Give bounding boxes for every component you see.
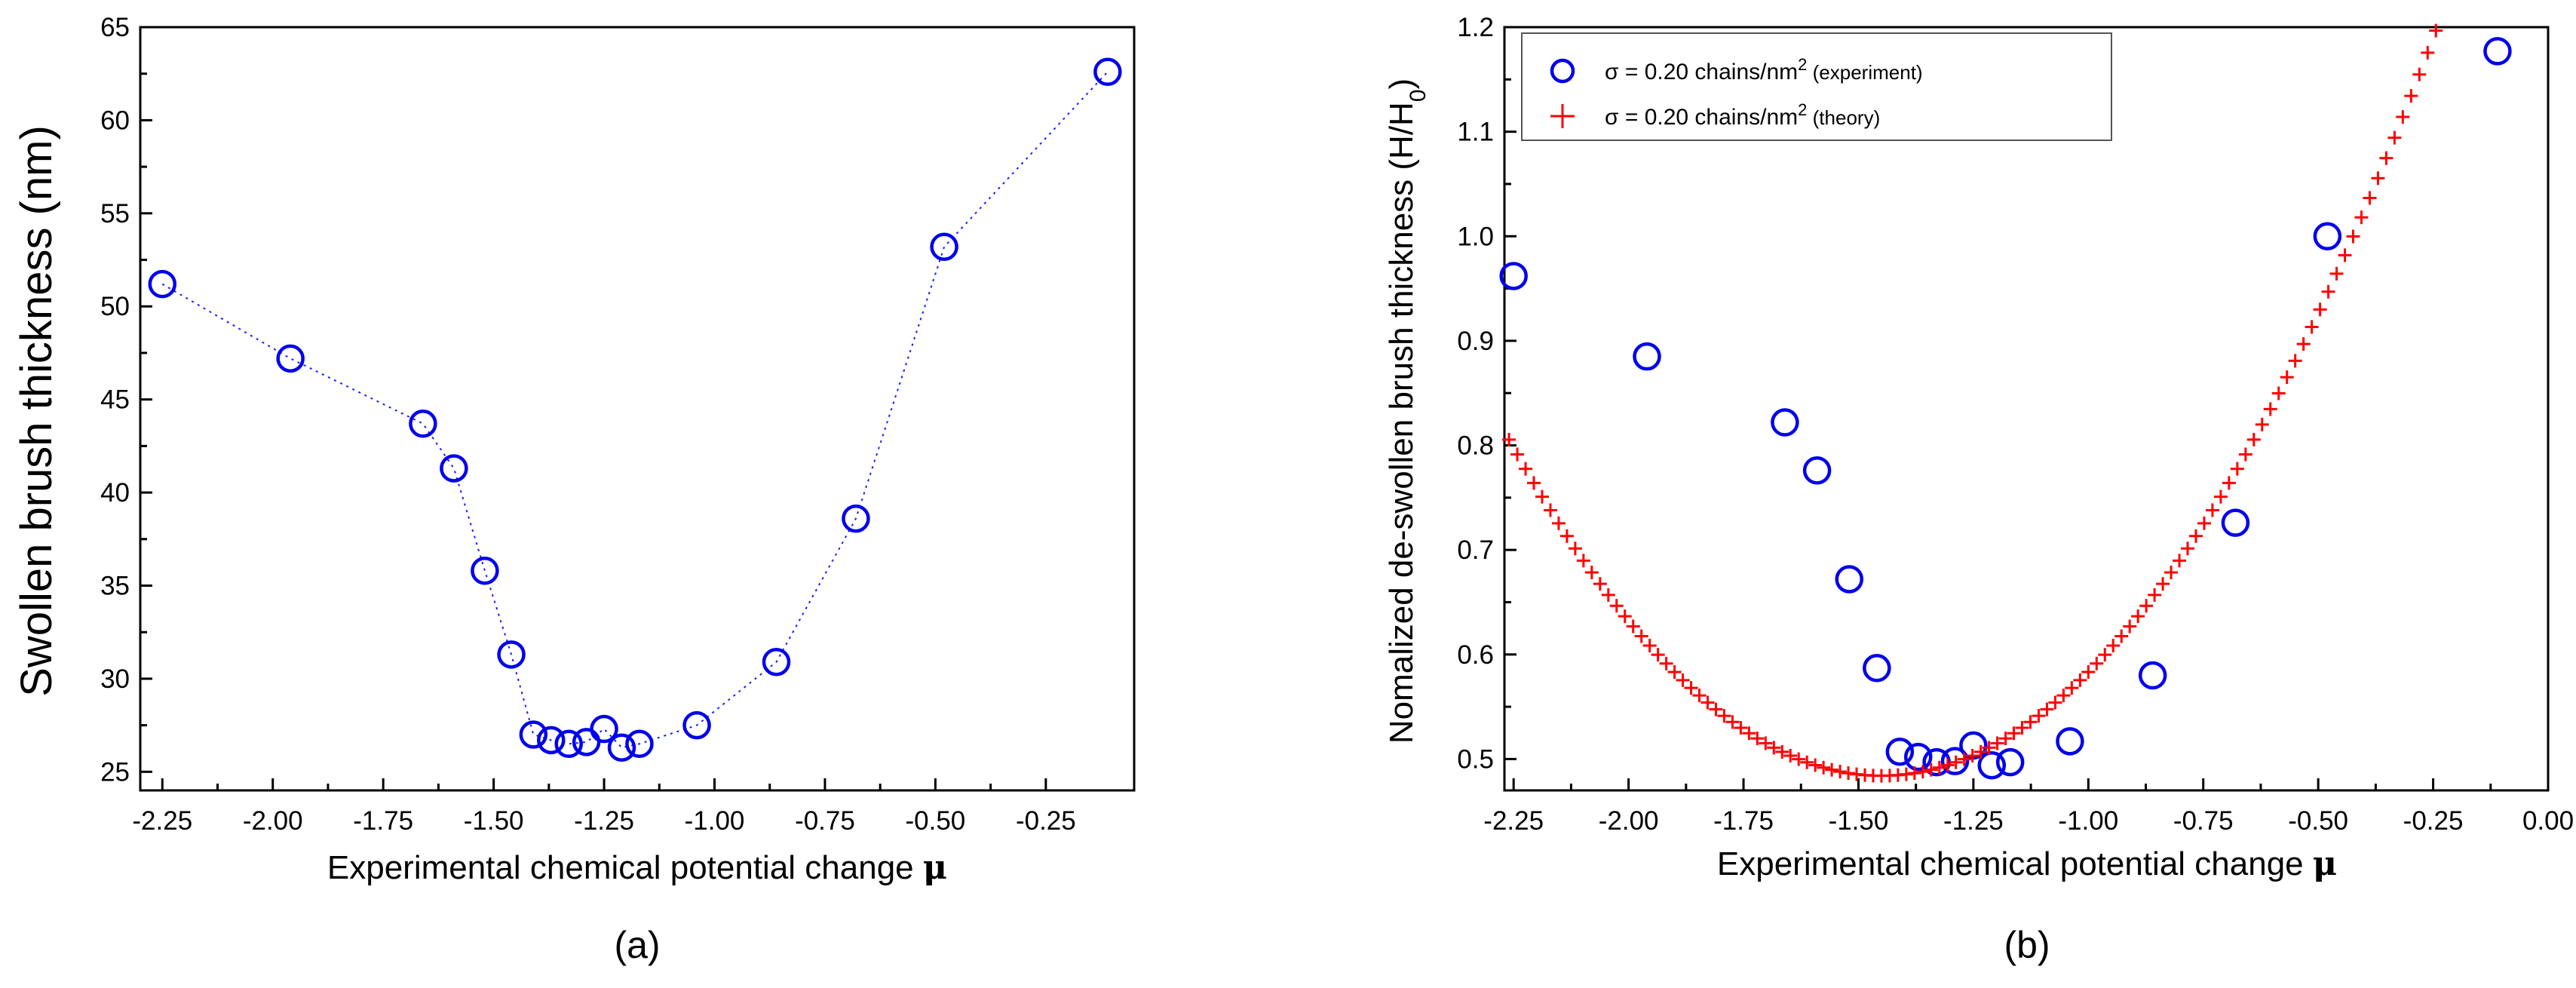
x-tick-label: -1.00 <box>2058 806 2118 836</box>
experiment-point <box>2313 222 2342 251</box>
x-tick-label: -1.25 <box>1943 806 2004 836</box>
y-tick-label: 65 <box>100 13 130 42</box>
legend-box <box>1521 32 2112 141</box>
experiment-point <box>762 647 791 677</box>
panel-a-plot-frame <box>139 26 1136 792</box>
experiment-point <box>1863 654 1891 683</box>
experiment-point <box>1499 262 1528 290</box>
x-tick-label: -2.25 <box>132 806 192 836</box>
y-tick-label: 60 <box>100 106 130 135</box>
x-tick-label: -0.75 <box>795 806 855 836</box>
x-tick-label: -0.25 <box>1016 806 1076 836</box>
experiment-point <box>409 409 437 438</box>
experiment-point <box>1771 408 1799 437</box>
y-tick-label: 30 <box>100 664 130 694</box>
panel-a-x-axis-title: Experimental chemical potential change μ <box>327 848 947 887</box>
x-tick-label: -2.25 <box>1483 806 1544 836</box>
y-tick-label: 1.2 <box>1457 13 1494 42</box>
y-tick-label: 0.5 <box>1457 744 1494 774</box>
experiment-point <box>2138 661 2167 690</box>
experiment-point <box>554 729 583 759</box>
y-tick-label: 55 <box>100 199 130 229</box>
y-tick-label: 50 <box>100 292 130 321</box>
panel-b-legend: σ = 0.20 chains/nm2 (experiment) σ = 0.2… <box>1521 32 2112 141</box>
x-tick-label: -1.75 <box>353 806 413 836</box>
experiment-point <box>2056 727 2084 756</box>
panel-a-series <box>148 57 1122 762</box>
x-tick-label: -1.25 <box>574 806 634 836</box>
panel-a-y-ticks: 25 30 35 40 45 50 55 60 65 <box>100 13 152 787</box>
x-tick-label: -0.50 <box>2288 806 2348 836</box>
y-tick-label: 40 <box>100 478 130 508</box>
experiment-point <box>537 726 566 755</box>
experiment-point <box>842 504 870 533</box>
experiment-point <box>1885 737 1915 766</box>
experiment-point <box>1977 750 2007 780</box>
panel-b-label: (b) <box>2004 924 2050 966</box>
experiment-point <box>1835 565 1864 594</box>
experiment-point <box>930 232 958 262</box>
x-tick-label: -1.75 <box>1713 806 1774 836</box>
x-tick-label: -2.00 <box>1599 806 1659 836</box>
panel-b-series <box>1499 23 2512 783</box>
y-tick-label: 25 <box>100 757 130 787</box>
panel-b-x-axis-title: Experimental chemical potential change μ <box>1717 845 2337 883</box>
x-tick-label: -1.50 <box>1829 806 1889 836</box>
y-tick-label: 0.8 <box>1457 431 1494 461</box>
panel-b-x-ticks: -2.25 -2.00 -1.75 -1.50 -1.25 -1.00 -0.75 -0.50… <box>1483 778 2574 836</box>
panel-a-label: (a) <box>614 924 660 966</box>
panel-b-y-axis-title: Nomalized de-swollen brush thickness (H/… <box>1383 78 1431 744</box>
x-tick-label: -0.25 <box>2403 806 2464 836</box>
experiment-point <box>497 640 526 669</box>
x-tick-label: -0.50 <box>906 806 966 836</box>
y-tick-label: 0.6 <box>1457 640 1494 670</box>
panel-a: -2.25 -2.00 -1.75 -1.50 -1.25 -1.00 -0.75 -0.50… <box>12 13 1136 966</box>
experiment-series <box>1499 37 2512 780</box>
experiment-point <box>625 729 654 759</box>
panel-a-x-ticks: -2.25 -2.00 -1.75 -1.50 -1.25 -1.00 -0.75 -0.50… <box>132 778 1076 836</box>
experiment-connector-line <box>161 71 1109 749</box>
experiment-point <box>1093 57 1122 86</box>
y-tick-label: 0.7 <box>1457 535 1494 565</box>
y-tick-label: 0.9 <box>1457 327 1494 356</box>
experiment-point <box>1995 747 2025 777</box>
panel-b-y-ticks: 0.5 0.6 0.7 0.8 0.9 1.0 1.1 1.2 <box>1457 13 1516 774</box>
x-tick-label: -1.50 <box>464 806 524 836</box>
experiment-point <box>519 720 548 749</box>
experiment-point <box>2221 508 2250 537</box>
experiment-point <box>1802 456 1832 485</box>
legend-experiment-label: σ = 0.20 chains/nm2 (experiment) <box>1605 55 1923 85</box>
y-tick-label: 1.0 <box>1457 222 1494 251</box>
experiment-point <box>276 344 305 373</box>
experiment-point <box>572 728 601 756</box>
experiment-point <box>1940 747 1970 775</box>
x-tick-label: -2.00 <box>243 806 303 836</box>
panel-b-plot-frame <box>1503 26 2550 792</box>
theory-series <box>1502 23 2443 783</box>
panel-b: -2.25 -2.00 -1.75 -1.50 -1.25 -1.00 -0.75 -0.50… <box>1383 13 2574 966</box>
y-tick-label: 35 <box>100 571 130 600</box>
experiment-point <box>607 733 636 762</box>
experiment-point <box>682 710 711 740</box>
panel-a-y-axis-title: Swollen brush thickness (nm) <box>12 125 61 697</box>
y-tick-label: 45 <box>100 385 130 415</box>
experiment-point <box>2483 37 2512 66</box>
experiment-point <box>471 556 499 585</box>
y-tick-label: 1.1 <box>1457 118 1494 147</box>
experiment-series <box>148 57 1122 762</box>
experiment-point <box>440 454 468 483</box>
legend-experiment-marker <box>1550 58 1575 84</box>
experiment-point <box>1633 342 1661 371</box>
x-tick-label: -0.75 <box>2173 806 2234 836</box>
x-tick-label: -1.00 <box>685 806 745 836</box>
experiment-point <box>148 269 177 299</box>
x-tick-label: 0.00 <box>2522 806 2574 836</box>
legend-theory-label: σ = 0.20 chains/nm2 (theory) <box>1605 100 1880 130</box>
experiment-point <box>590 714 618 744</box>
legend-theory-marker <box>1550 104 1575 128</box>
experiment-point <box>1922 747 1951 777</box>
experiment-point <box>1903 742 1933 772</box>
